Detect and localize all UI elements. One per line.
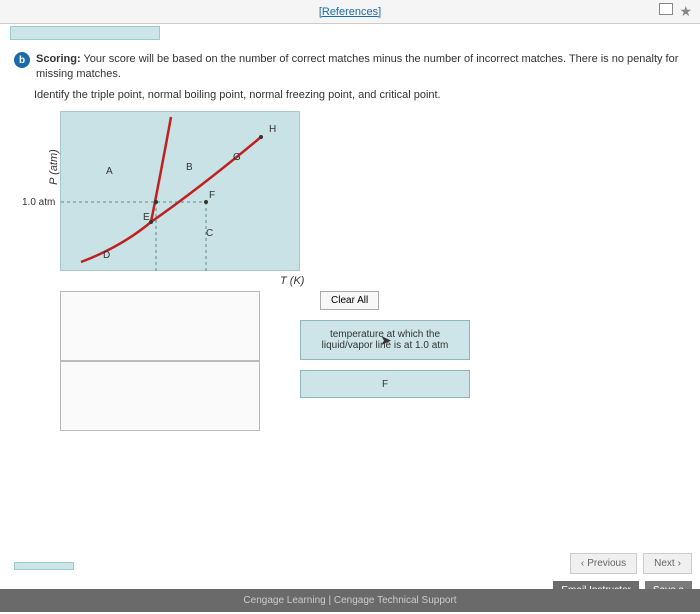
drop-slot[interactable] — [60, 361, 260, 431]
y-axis-label: P (atm) — [48, 149, 60, 185]
answer-blank-top[interactable] — [10, 26, 160, 40]
next-button[interactable]: Next › — [643, 553, 692, 574]
footer: Cengage Learning | Cengage Technical Sup… — [0, 589, 700, 612]
part-badge: b — [14, 52, 30, 68]
label-F: F — [209, 190, 215, 201]
scoring-text: Scoring: Your score will be based on the… — [36, 52, 686, 83]
window-icon[interactable] — [659, 3, 673, 15]
clear-all-button[interactable]: Clear All — [320, 291, 379, 310]
x-axis-label: T (K) — [280, 275, 304, 287]
answer-area: Clear All temperature at which the liqui… — [60, 291, 700, 431]
nav-buttons: ‹ Previous Next › — [570, 553, 692, 574]
label-G: G — [233, 152, 241, 163]
top-bar: [References] ★ — [0, 0, 700, 24]
one-atm-label: 1.0 atm — [22, 197, 55, 208]
label-E: E — [143, 212, 150, 223]
label-H: H — [269, 124, 276, 135]
footer-cengage[interactable]: Cengage Learning — [243, 595, 325, 606]
previous-label: Previous — [587, 558, 626, 569]
drop-slots — [60, 291, 260, 431]
label-D: D — [103, 250, 110, 261]
top-right-icons: ★ — [659, 3, 692, 20]
phase-diagram-svg: A B G H F E C D — [61, 112, 301, 272]
phase-diagram-area: P (atm) 1.0 atm A B G H F E C — [60, 111, 700, 271]
next-label: Next — [654, 558, 675, 569]
drop-slot[interactable] — [60, 291, 260, 361]
previous-button[interactable]: ‹ Previous — [570, 553, 637, 574]
bottom-progress — [14, 562, 74, 570]
scoring-row: b Scoring: Your score will be based on t… — [0, 42, 700, 87]
phase-diagram: A B G H F E C D — [60, 111, 300, 271]
progress-strip — [0, 24, 700, 42]
draggable-panel: Clear All temperature at which the liqui… — [300, 291, 470, 398]
scoring-body: Your score will be based on the number o… — [36, 53, 678, 80]
label-C: C — [206, 228, 213, 239]
label-B: B — [186, 162, 193, 173]
label-A: A — [106, 166, 113, 177]
instruction-text: Identify the triple point, normal boilin… — [0, 87, 700, 111]
scoring-label: Scoring: — [36, 53, 81, 65]
references-link[interactable]: [References] — [319, 6, 381, 18]
chevron-right-icon: › — [678, 558, 681, 569]
star-icon[interactable]: ★ — [679, 3, 692, 20]
chevron-left-icon: ‹ — [581, 558, 584, 569]
draggable-item[interactable]: temperature at which the liquid/vapor li… — [300, 320, 470, 360]
footer-support[interactable]: Cengage Technical Support — [334, 595, 457, 606]
draggable-item[interactable]: F — [300, 370, 470, 398]
